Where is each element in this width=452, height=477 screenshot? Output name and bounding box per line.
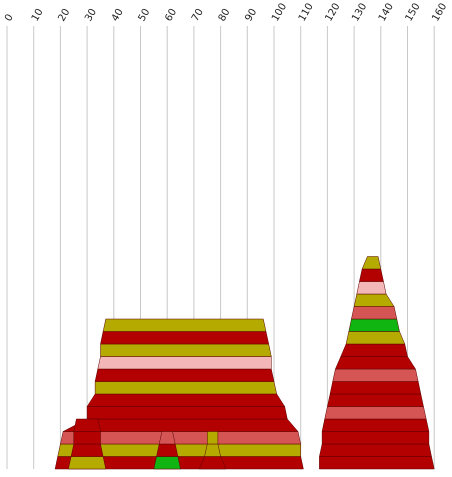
stack-4-layer-2 (321, 431, 430, 445)
x-tick-labels: 0 10 20 30 40 50 60 70 80 90 100 110 120 130 140 150 160 (3, 1, 449, 23)
stack-4-layer-11 (348, 318, 400, 332)
stack-0-layer-9 (100, 343, 272, 357)
stack-2-layer-1 (156, 443, 179, 457)
stack-2-layer-2 (158, 431, 176, 445)
x-tick-label-80: 80 (217, 7, 233, 24)
x-tick-label-90: 90 (243, 7, 259, 24)
x-tick-label-120: 120 (323, 1, 342, 23)
stack-4-layer-4 (324, 406, 427, 420)
stack-4-layer-6 (329, 381, 422, 395)
stack-0-layer-8 (97, 356, 272, 370)
stack-4-layer-14 (356, 281, 387, 295)
stack-0-layer-11 (102, 318, 267, 332)
stack-0-layer-4 (86, 406, 288, 420)
stack-4-layer-8 (335, 356, 416, 370)
stack-1 (68, 418, 107, 470)
x-tick-label-150: 150 (404, 1, 423, 23)
x-tick-label-100: 100 (270, 1, 289, 23)
stack-1-layer-1 (70, 443, 104, 457)
stack-2 (153, 431, 181, 470)
x-tick-label-10: 10 (30, 7, 46, 24)
x-tick-label-60: 60 (163, 7, 179, 24)
stack-3 (198, 431, 227, 470)
x-tick-label-0: 0 (3, 12, 16, 23)
stack-0-layer-10 (100, 331, 270, 345)
stack-1-layer-2 (73, 431, 101, 445)
stacks (54, 256, 435, 470)
stack-4-layer-0 (319, 456, 435, 470)
stack-0-layer-6 (94, 381, 278, 395)
x-tick-label-160: 160 (430, 1, 449, 23)
x-tick-label-110: 110 (297, 1, 316, 23)
x-tick-label-50: 50 (137, 7, 153, 24)
stack-4-layer-16 (361, 256, 382, 270)
stack-0-layer-7 (94, 368, 275, 382)
x-tick-label-40: 40 (110, 7, 126, 24)
stack-3-layer-1 (204, 443, 221, 457)
x-tick-label-20: 20 (56, 7, 72, 24)
stack-4-layer-3 (321, 418, 430, 432)
stack-4-layer-10 (345, 331, 406, 345)
stack-4-layer-9 (340, 343, 408, 357)
stack-4 (319, 256, 435, 470)
stack-4-layer-1 (319, 443, 432, 457)
x-tick-label-30: 30 (83, 7, 99, 24)
x-tick-label-130: 130 (350, 1, 369, 23)
x-tick-label-140: 140 (377, 1, 396, 23)
stack-4-layer-5 (327, 393, 424, 407)
x-tick-label-70: 70 (190, 7, 206, 24)
stack-0 (54, 318, 304, 470)
stack-4-layer-7 (332, 368, 419, 382)
stack-4-layer-15 (359, 268, 384, 282)
stack-1-layer-3 (73, 418, 101, 432)
stack-3-layer-2 (207, 431, 219, 445)
stack-1-layer-0 (68, 456, 107, 470)
stack-4-layer-12 (351, 306, 398, 320)
stack-2-layer-0 (153, 456, 181, 470)
stack-0-layer-5 (86, 393, 286, 407)
stack-4-layer-13 (353, 293, 395, 307)
